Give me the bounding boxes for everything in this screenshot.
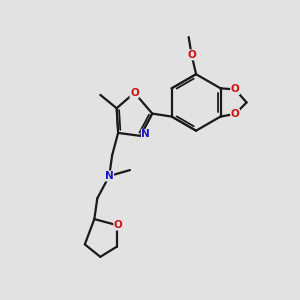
Text: O: O bbox=[187, 50, 196, 60]
Text: O: O bbox=[114, 220, 122, 230]
Text: O: O bbox=[231, 109, 239, 119]
Text: O: O bbox=[231, 84, 239, 94]
Text: N: N bbox=[105, 171, 114, 181]
Text: N: N bbox=[141, 129, 150, 140]
Text: O: O bbox=[130, 88, 139, 98]
